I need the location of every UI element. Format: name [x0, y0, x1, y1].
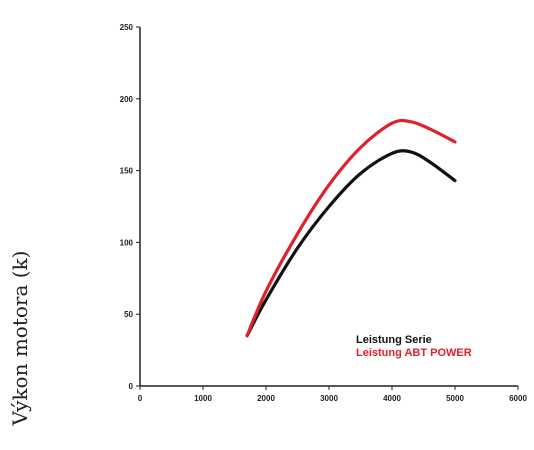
x-tick-label: 2000: [257, 394, 275, 403]
y-ticks: 0 50 100 150 200 250: [120, 23, 140, 391]
x-tick-label: 5000: [446, 394, 464, 403]
y-tick-label: 100: [120, 238, 134, 247]
series-lines: [245, 118, 457, 338]
y-tick-label: 250: [120, 23, 134, 32]
x-tick-label: 3000: [320, 394, 338, 403]
x-ticks: 0 1000 2000 3000 4000 5000 6000: [138, 386, 527, 403]
legend-entry: Leistung Serie: [356, 334, 432, 346]
series-line-abt-power: [245, 118, 457, 338]
x-tick-label: 4000: [383, 394, 401, 403]
y-tick-label: 200: [120, 95, 134, 104]
legend-entry: Leistung ABT POWER: [356, 347, 472, 359]
x-tick-label: 1000: [194, 394, 212, 403]
x-tick-label: 6000: [509, 394, 527, 403]
y-tick-label: 0: [129, 382, 134, 391]
y-tick-label: 50: [124, 310, 133, 319]
y-tick-label: 150: [120, 167, 134, 176]
x-tick-label: 0: [138, 394, 143, 403]
series-line-serie: [245, 149, 457, 338]
